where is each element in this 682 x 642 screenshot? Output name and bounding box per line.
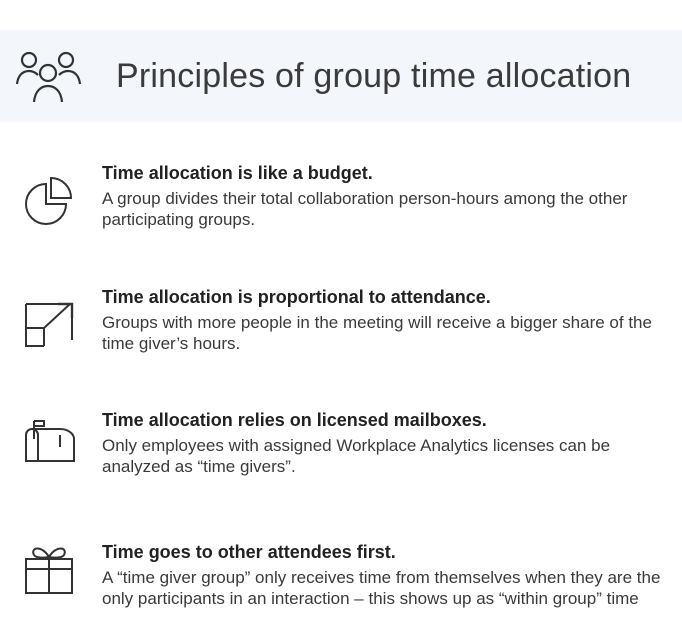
principle-body: A “time giver group” only receives time … — [102, 568, 661, 608]
pie-chart-icon — [25, 176, 73, 225]
header-banner: Principles of group time allocation — [0, 30, 682, 122]
resize-expand-icon — [25, 302, 74, 347]
people-group-icon — [15, 51, 82, 103]
principle-body: Groups with more people in the meeting w… — [102, 313, 652, 353]
principle-heading: Time allocation is proportional to atten… — [102, 287, 491, 307]
principle-body: A group divides their total collaboratio… — [102, 189, 628, 229]
gift-icon — [25, 547, 73, 594]
principle-heading: Time goes to other attendees first. — [102, 542, 396, 562]
mailbox-icon — [25, 420, 75, 462]
principle-body: Only employees with assigned Workplace A… — [102, 436, 611, 476]
principle-heading: Time allocation is like a budget. — [102, 163, 373, 183]
page-title: Principles of group time allocation — [116, 57, 632, 95]
principle-heading: Time allocation relies on licensed mailb… — [102, 410, 487, 430]
